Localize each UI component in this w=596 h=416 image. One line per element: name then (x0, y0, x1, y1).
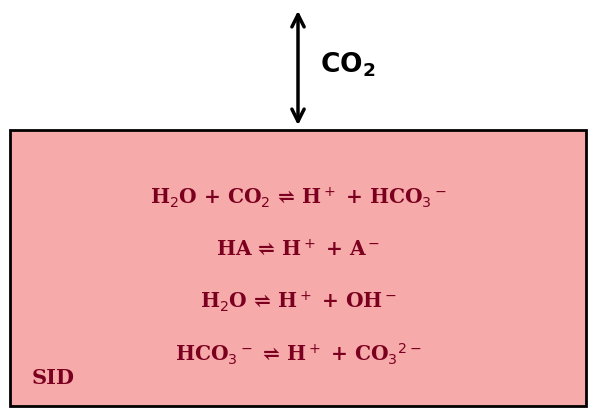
Text: H$_2$O ⇌ H$^+$ + OH$^-$: H$_2$O ⇌ H$^+$ + OH$^-$ (200, 290, 396, 314)
Text: H$_2$O + CO$_2$ ⇌ H$^+$ + HCO$_3$$^-$: H$_2$O + CO$_2$ ⇌ H$^+$ + HCO$_3$$^-$ (150, 186, 446, 210)
Text: HA ⇌ H$^+$ + A$^-$: HA ⇌ H$^+$ + A$^-$ (216, 239, 380, 261)
Text: SID: SID (32, 368, 75, 388)
Text: $\mathbf{CO_2}$: $\mathbf{CO_2}$ (320, 51, 375, 79)
Bar (10, 130, 586, 406)
Text: HCO$_3$$^-$ ⇌ H$^+$ + CO$_3$$^{2-}$: HCO$_3$$^-$ ⇌ H$^+$ + CO$_3$$^{2-}$ (175, 342, 421, 366)
